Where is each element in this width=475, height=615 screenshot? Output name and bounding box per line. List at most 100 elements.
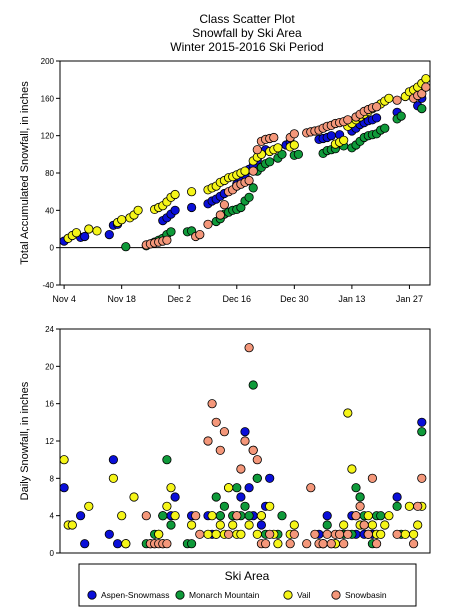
data-point <box>244 511 254 521</box>
data-point <box>277 511 287 521</box>
data-point <box>269 132 279 143</box>
data-point <box>343 115 353 125</box>
chart-title-line-1: Class Scatter Plot <box>199 12 295 26</box>
data-point <box>326 539 336 549</box>
data-point <box>207 399 217 409</box>
data-point <box>289 529 299 539</box>
data-point <box>236 529 246 539</box>
data-point <box>236 492 246 502</box>
y-tick-label: 12 <box>45 437 54 446</box>
y-tick-label: 160 <box>41 94 55 103</box>
data-point <box>104 529 114 539</box>
legend-label-snowbasin: Snowbasin <box>345 590 387 600</box>
x-tick-label: Nov 18 <box>107 294 136 304</box>
legend-swatch-vail <box>283 590 293 600</box>
data-point <box>232 483 242 493</box>
data-point <box>273 539 283 549</box>
data-point <box>203 436 213 446</box>
x-tick-label: Dec 2 <box>167 294 191 304</box>
legend-box <box>78 563 417 607</box>
data-point <box>343 529 353 539</box>
data-point <box>343 408 353 418</box>
data-point <box>211 492 221 502</box>
data-point <box>244 343 254 353</box>
data-point <box>71 228 82 238</box>
data-point <box>252 455 262 465</box>
series-vail <box>59 408 427 549</box>
data-point <box>408 539 419 549</box>
data-point <box>244 520 254 530</box>
data-point <box>121 242 131 252</box>
data-point <box>244 192 254 202</box>
data-point <box>187 202 197 213</box>
data-point <box>240 501 250 511</box>
data-point <box>158 511 168 521</box>
data-point <box>248 445 258 455</box>
data-point <box>92 226 102 236</box>
y-tick-label: 4 <box>50 512 55 521</box>
data-point <box>392 529 402 539</box>
data-point <box>240 436 250 446</box>
data-point <box>170 492 180 502</box>
data-point <box>108 455 119 465</box>
x-tick-label: Dec 16 <box>223 294 252 304</box>
series-monarch-mountain <box>121 104 427 252</box>
data-point <box>285 539 295 549</box>
data-point <box>195 230 205 240</box>
data-point <box>252 145 262 155</box>
data-point <box>265 501 275 511</box>
data-point <box>277 149 287 159</box>
data-point <box>367 520 377 530</box>
data-point <box>417 89 427 99</box>
data-point <box>129 492 139 502</box>
data-point <box>117 511 127 521</box>
data-point <box>224 529 234 539</box>
data-point <box>351 483 361 493</box>
y-tick-label: 0 <box>50 244 55 253</box>
data-point <box>154 529 164 539</box>
data-point <box>215 210 225 220</box>
data-point <box>322 511 332 521</box>
data-point <box>376 511 386 521</box>
data-point <box>408 529 419 539</box>
y-tick-label: 0 <box>50 549 55 558</box>
data-point <box>187 520 197 530</box>
data-point <box>215 445 225 455</box>
data-point <box>117 215 127 225</box>
series-snowbasin <box>141 343 427 549</box>
data-point <box>273 143 283 153</box>
data-point <box>289 129 299 139</box>
data-point <box>322 529 332 539</box>
data-point <box>211 529 221 539</box>
data-point <box>400 529 410 539</box>
legend: Ski Area Aspen-Snowmass Monarch Mountain V… <box>78 563 417 607</box>
data-point <box>170 511 180 521</box>
data-point <box>260 539 271 549</box>
data-point <box>80 231 90 242</box>
data-point <box>236 464 246 474</box>
data-point <box>380 520 390 530</box>
y-tick-label: 8 <box>50 474 55 483</box>
data-point <box>289 140 299 150</box>
data-point <box>187 539 197 549</box>
series-vail <box>63 74 431 243</box>
data-point <box>421 74 431 84</box>
data-point <box>363 529 373 539</box>
data-point <box>347 464 357 474</box>
data-point <box>141 511 151 521</box>
data-point <box>351 511 361 521</box>
top-y-axis-label: Total Accumulated Snowfall, in inches <box>19 81 31 265</box>
data-point <box>215 520 225 530</box>
y-tick-label: 200 <box>41 57 55 66</box>
data-point <box>363 511 373 521</box>
data-point <box>59 483 69 493</box>
data-point <box>162 539 172 549</box>
legend-label-vail: Vail <box>297 590 311 600</box>
data-point <box>417 104 427 114</box>
data-point <box>166 227 176 237</box>
y-tick-label: 40 <box>45 206 54 215</box>
legend-label-monarch-mountain: Monarch Mountain <box>189 590 260 600</box>
data-point <box>162 501 172 511</box>
